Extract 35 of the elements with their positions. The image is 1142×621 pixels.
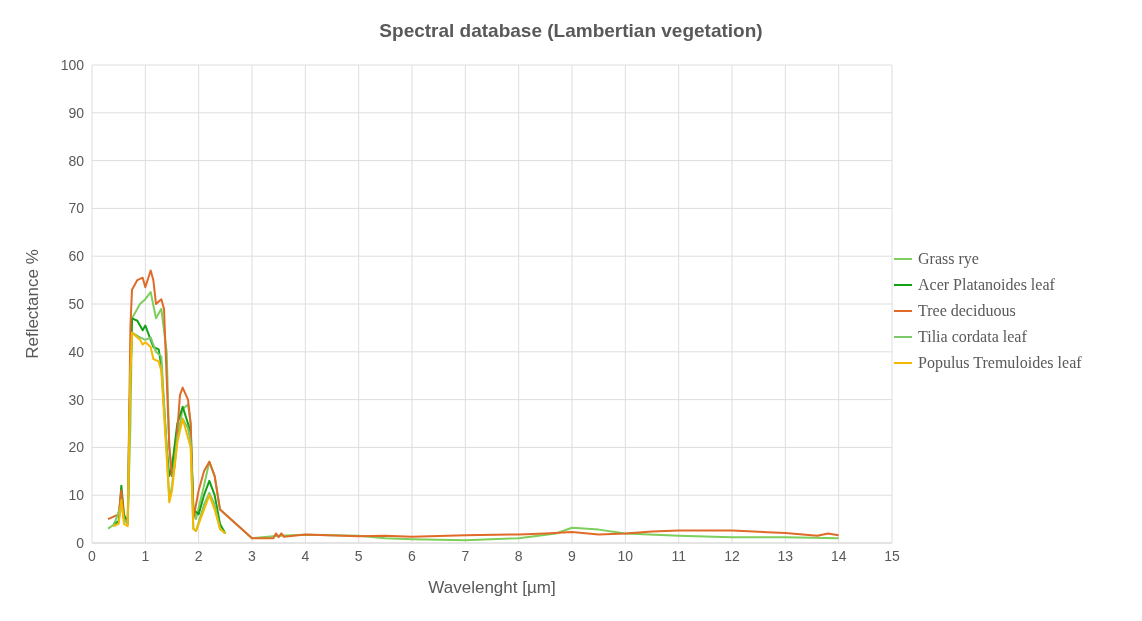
y-tick-label: 0 [76, 534, 85, 551]
x-tick-label: 3 [248, 547, 257, 564]
legend-label: Populus Tremuloides leaf [918, 352, 1082, 374]
x-tick-label: 4 [301, 547, 310, 564]
y-tick-label: 40 [68, 343, 85, 360]
x-tick-label: 6 [408, 547, 417, 564]
y-tick-label: 60 [68, 248, 85, 265]
x-tick-label: 13 [777, 547, 794, 564]
y-tick-label: 10 [68, 487, 85, 504]
y-tick-label: 70 [68, 200, 85, 217]
legend-label: Grass rye [918, 248, 979, 270]
y-tick-label: 50 [68, 295, 85, 312]
legend-label: Tilia cordata leaf [918, 326, 1027, 347]
y-tick-label: 90 [68, 104, 85, 121]
y-tick-label: 20 [68, 439, 85, 456]
x-tick-label: 5 [354, 547, 363, 564]
x-tick-label: 2 [194, 547, 203, 564]
x-axis-title: Wavelenght [µm] [428, 578, 556, 597]
x-tick-label: 9 [568, 547, 577, 564]
x-tick-label: 1 [141, 547, 150, 564]
x-tick-label: 10 [617, 547, 634, 564]
x-tick-label: 0 [88, 547, 97, 564]
x-tick-label: 11 [671, 547, 687, 564]
x-tick-label: 8 [514, 547, 523, 564]
x-tick-label: 14 [830, 547, 847, 564]
x-tick-label: 12 [724, 547, 740, 564]
y-tick-label: 100 [60, 56, 85, 73]
x-tick-label: 15 [884, 547, 900, 564]
legend-label: Tree deciduous [918, 300, 1016, 321]
y-tick-label: 30 [68, 391, 85, 408]
y-axis-title: Reflectance % [23, 249, 43, 359]
y-tick-label: 80 [68, 152, 85, 169]
x-tick-label: 7 [461, 547, 470, 564]
legend-label: Acer Platanoides leaf [918, 274, 1055, 295]
chart-title: Spectral database (Lambertian vegetation) [378, 20, 764, 42]
